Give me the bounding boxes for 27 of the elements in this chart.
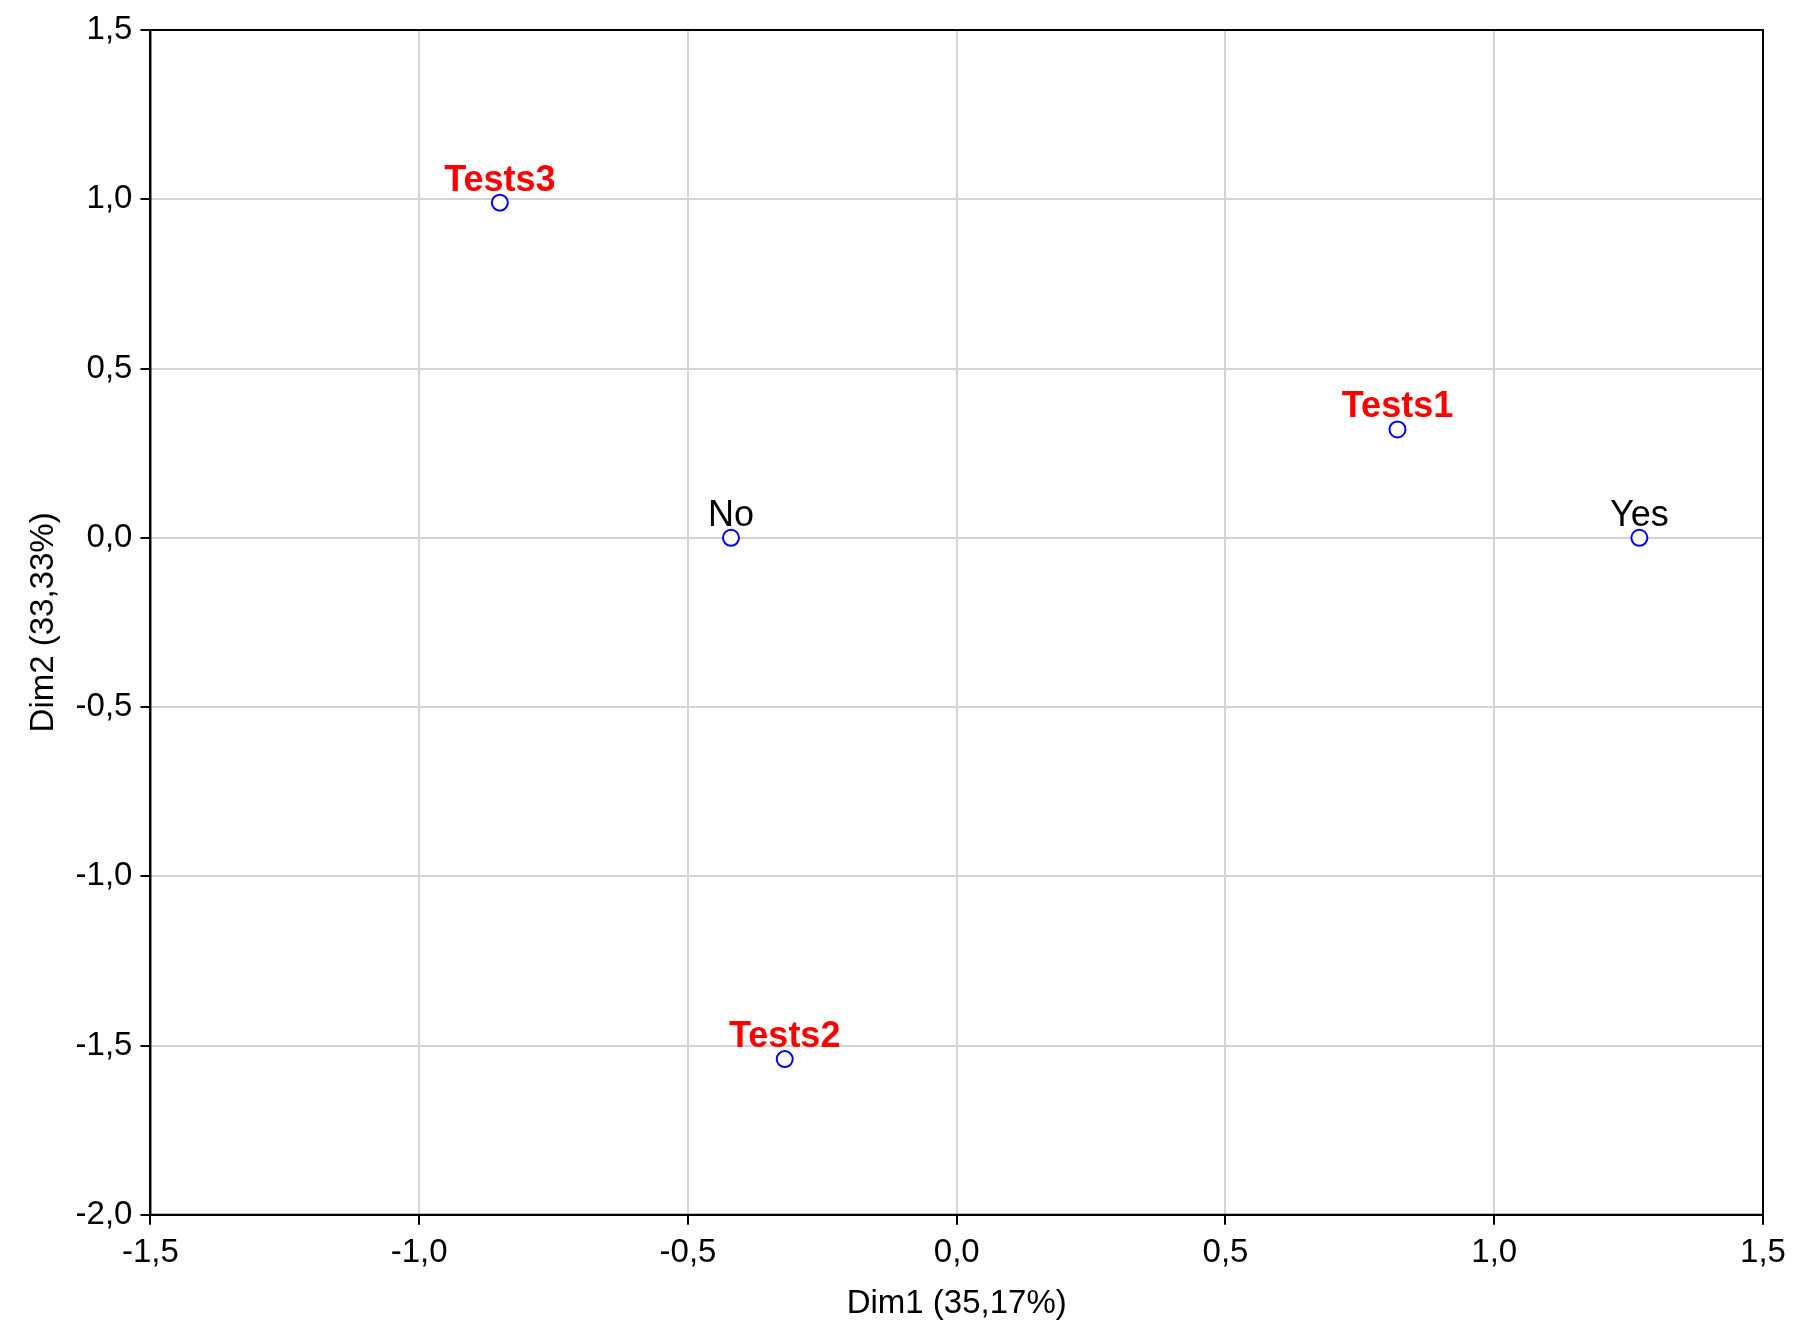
- y-tick-label: -2,0: [75, 1193, 133, 1231]
- x-tick-label: 0,0: [933, 1231, 980, 1269]
- point: [1388, 420, 1407, 439]
- x-tick-label: 0,5: [1202, 1231, 1249, 1269]
- point: [775, 1050, 794, 1069]
- data-label: Tests2: [729, 1014, 841, 1056]
- x-tick-label: -1,0: [390, 1231, 448, 1269]
- data-label: Yes: [1610, 492, 1669, 534]
- data-label: No: [707, 492, 754, 534]
- x-axis-title: Dim1 (35,17%): [846, 1283, 1067, 1321]
- x-tick-label: 1,5: [1740, 1231, 1786, 1269]
- y-tick-label: 1,0: [86, 178, 133, 216]
- y-tick-label: -0,5: [75, 686, 133, 724]
- y-tick-label: 1,5: [86, 9, 133, 47]
- point: [1630, 528, 1649, 547]
- y-tick-label: -1,0: [75, 855, 133, 893]
- y-tick-label: 0,0: [86, 516, 133, 554]
- point: [490, 193, 509, 212]
- y-axis-title: Dim2 (33,33%): [22, 512, 60, 733]
- point: [721, 528, 740, 547]
- x-tick-label: -0,5: [659, 1231, 717, 1269]
- data-label: Tests3: [444, 157, 556, 199]
- x-tick-label: 1,0: [1471, 1231, 1518, 1269]
- data-label: Tests1: [1341, 384, 1454, 426]
- y-tick-label: 0,5: [86, 347, 133, 385]
- x-tick-label: -1,5: [122, 1231, 179, 1269]
- y-tick-label: -1,5: [75, 1024, 133, 1062]
